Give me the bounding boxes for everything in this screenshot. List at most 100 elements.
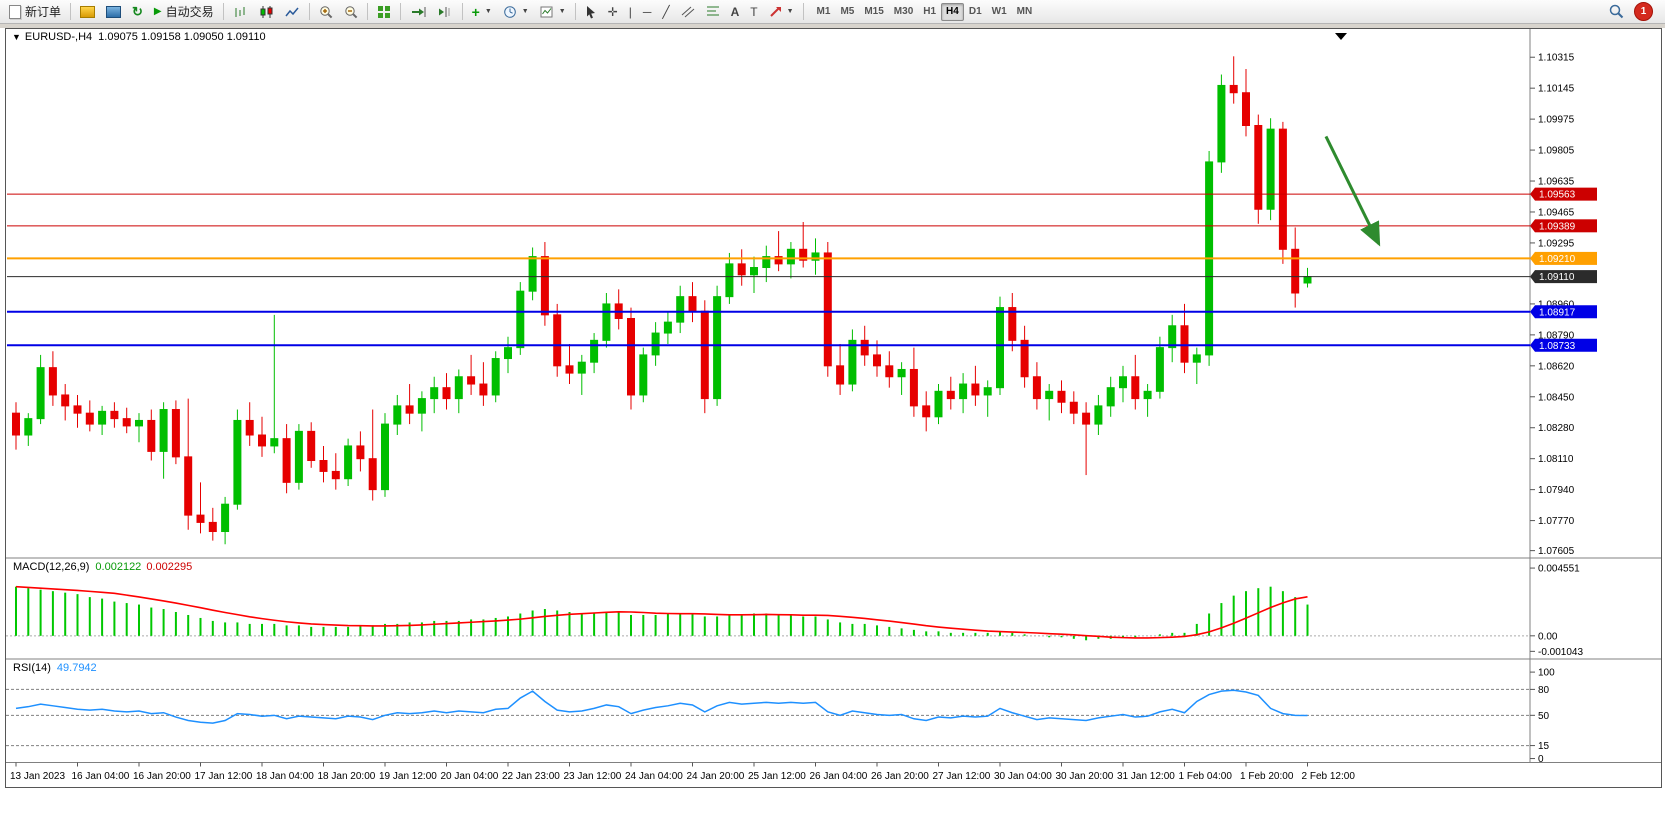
- candle-body: [836, 365, 845, 385]
- svg-text:1.09110: 1.09110: [1539, 272, 1575, 283]
- candle-body: [823, 252, 832, 367]
- candle-body: [122, 418, 131, 427]
- timeframe-H4[interactable]: H4: [941, 2, 964, 21]
- vertical-line-button[interactable]: |: [624, 2, 637, 22]
- periods-button[interactable]: ▼: [498, 2, 534, 22]
- candle-body: [799, 248, 808, 261]
- svg-text:15: 15: [1538, 741, 1550, 752]
- market-watch-icon: [80, 5, 96, 18]
- auto-scroll-button[interactable]: [405, 2, 431, 22]
- tile-windows-button[interactable]: [372, 2, 396, 22]
- candle-body: [971, 383, 980, 396]
- text-button[interactable]: A: [726, 2, 745, 22]
- svg-text:1.09465: 1.09465: [1538, 207, 1575, 218]
- svg-text:0: 0: [1538, 754, 1544, 765]
- svg-text:31 Jan 12:00: 31 Jan 12:00: [1117, 771, 1175, 782]
- text-icon: A: [730, 4, 740, 19]
- svg-text:1.09975: 1.09975: [1538, 115, 1575, 126]
- candle-body: [885, 365, 894, 378]
- candle-body: [1303, 276, 1312, 284]
- fibonacci-icon: [706, 6, 719, 16]
- candle-body: [171, 409, 180, 458]
- chevron-down-icon: ▼: [484, 8, 492, 15]
- notification-badge[interactable]: 1: [1634, 2, 1653, 21]
- chart-window: 1.10315 1.10145 1.09975 1.09805 1.09635 1.094…: [5, 28, 1662, 788]
- svg-text:1.10315: 1.10315: [1538, 53, 1575, 64]
- chevron-down-icon: ▼: [786, 8, 794, 15]
- timeframe-H1[interactable]: H1: [918, 3, 941, 21]
- indicators-button[interactable]: + ▼: [467, 2, 497, 22]
- clock-icon: [503, 5, 516, 18]
- timeframe-MN[interactable]: MN: [1012, 3, 1038, 21]
- cursor-button[interactable]: [580, 2, 602, 22]
- market-watch-button[interactable]: [75, 2, 100, 22]
- candle-body: [1032, 376, 1041, 400]
- timeframe-group: M1 M5 M15 M30 H1 H4 D1 W1 MN: [812, 2, 1038, 21]
- chart-shift-button[interactable]: [432, 2, 458, 22]
- fibonacci-button[interactable]: [701, 2, 725, 22]
- svg-text:1.08280: 1.08280: [1538, 423, 1575, 434]
- svg-text:1.08960: 1.08960: [1538, 299, 1575, 310]
- zoom-out-button[interactable]: [339, 2, 363, 22]
- timeframe-D1[interactable]: D1: [964, 3, 987, 21]
- candle-body: [233, 419, 242, 505]
- candle-body: [897, 368, 906, 378]
- auto-scroll-icon: [411, 6, 426, 17]
- candle-body: [1291, 248, 1300, 294]
- candle-body: [934, 390, 943, 418]
- timeframe-M15[interactable]: M15: [859, 3, 888, 21]
- zoom-in-button[interactable]: [314, 2, 338, 22]
- separator: [574, 3, 576, 20]
- autotrading-button[interactable]: ▶ 自动交易: [149, 2, 219, 22]
- refresh-button[interactable]: ↻: [127, 2, 148, 22]
- trendline-button[interactable]: ╱: [657, 2, 674, 22]
- horizontal-line-button[interactable]: ─: [638, 2, 657, 22]
- one-click-trading-toggle[interactable]: ▼: [12, 32, 21, 42]
- timeframe-M30[interactable]: M30: [889, 3, 918, 21]
- candle-body: [1155, 347, 1164, 392]
- candle-body: [1242, 92, 1250, 126]
- candle-body: [467, 376, 476, 385]
- search-icon[interactable]: [1609, 4, 1624, 19]
- svg-text:0.004551: 0.004551: [1538, 564, 1580, 575]
- cursor-icon: [586, 5, 595, 18]
- candle-body: [1131, 376, 1140, 400]
- candle-body: [196, 514, 205, 523]
- timeframe-M1[interactable]: M1: [812, 3, 836, 21]
- timeframe-W1[interactable]: W1: [987, 3, 1012, 21]
- timeframe-M5[interactable]: M5: [835, 3, 859, 21]
- crosshair-button[interactable]: ✛: [603, 2, 623, 22]
- svg-text:1.07940: 1.07940: [1538, 485, 1575, 496]
- macd-signal-line: [15, 585, 1308, 639]
- channel-button[interactable]: [676, 2, 700, 22]
- candle-body: [331, 470, 340, 480]
- bar-chart-button[interactable]: [228, 2, 253, 22]
- candle-body: [442, 387, 451, 400]
- candle-body: [700, 310, 709, 400]
- chart-canvas[interactable]: 1.10315 1.10145 1.09975 1.09805 1.09635 1.094…: [6, 29, 1661, 787]
- candle-body: [996, 307, 1004, 389]
- candle-body: [1217, 84, 1226, 163]
- crosshair-icon: ✛: [607, 4, 618, 19]
- candle-body: [1254, 124, 1263, 210]
- time-axis: 13 Jan 2023 16 Jan 04:00 16 Jan 20:00 17 Ja…: [10, 762, 1355, 782]
- templates-button[interactable]: ▼: [535, 2, 571, 22]
- chart-shift-marker[interactable]: [1335, 33, 1347, 40]
- trend-arrow-annotation[interactable]: [1324, 135, 1381, 247]
- line-chart-button[interactable]: [280, 2, 305, 22]
- svg-text:1.09805: 1.09805: [1538, 146, 1575, 157]
- new-order-label: 新订单: [25, 5, 62, 19]
- play-icon: ▶: [153, 5, 162, 17]
- new-order-button[interactable]: 新订单: [4, 2, 66, 22]
- text-label-button[interactable]: T: [745, 2, 762, 22]
- data-window-button[interactable]: [101, 2, 126, 22]
- chart-shift-icon: [438, 6, 450, 17]
- candlestick-chart-button[interactable]: [254, 2, 279, 22]
- candle-body: [381, 423, 389, 491]
- svg-text:25 Jan 12:00: 25 Jan 12:00: [748, 771, 806, 782]
- candle-body: [1119, 376, 1127, 389]
- candle-body: [221, 503, 230, 533]
- candle-body: [737, 263, 746, 276]
- candle-body: [639, 354, 648, 396]
- arrows-button[interactable]: ▼: [764, 2, 799, 22]
